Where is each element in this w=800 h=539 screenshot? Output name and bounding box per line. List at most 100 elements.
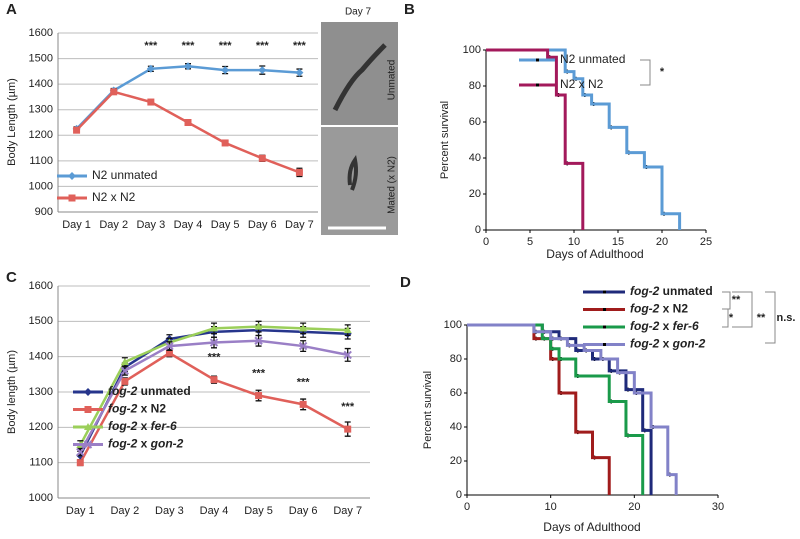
y-tick-label: 100 <box>463 44 481 56</box>
marker <box>68 172 76 180</box>
marker <box>76 447 85 457</box>
x-tick-label: 20 <box>656 236 668 248</box>
panel-label: A <box>6 1 17 18</box>
marker <box>258 66 267 75</box>
legend-label: N2 unmated <box>92 168 157 182</box>
marker <box>76 459 84 467</box>
panel-label: C <box>6 269 17 286</box>
y-tick-label: 1600 <box>29 280 53 292</box>
bracket <box>640 59 651 86</box>
marker <box>221 66 230 75</box>
y-tick-label: 20 <box>450 455 462 467</box>
annotation: n.s. <box>777 312 796 324</box>
legend-label: N2 x N2 <box>92 190 136 204</box>
x-tick-label: Day 4 <box>174 219 203 231</box>
y-tick-label: 0 <box>475 224 481 236</box>
legend-label: N2 x N2 <box>560 77 604 91</box>
annotation: *** <box>144 40 158 52</box>
x-tick-label: Day 5 <box>211 219 240 231</box>
x-tick-label: 0 <box>464 501 470 513</box>
survival-curve <box>467 323 678 495</box>
marker <box>343 326 352 334</box>
y-tick-label: 20 <box>469 188 481 200</box>
y-tick-label: 1000 <box>29 492 53 504</box>
marker <box>165 341 174 351</box>
annotation: * <box>729 312 734 324</box>
marker <box>120 366 130 376</box>
bracket <box>722 308 729 328</box>
x-tick-label: Day 3 <box>155 505 184 517</box>
bracket <box>765 291 776 344</box>
annotation: *** <box>252 367 266 379</box>
x-tick-label: Day 5 <box>244 505 273 517</box>
y-tick-label: 40 <box>469 152 481 164</box>
image-label: Day 7 <box>345 7 372 18</box>
x-axis-title: Days of Adulthood <box>546 247 643 261</box>
annotation: *** <box>341 401 355 413</box>
legend-dot <box>603 308 606 311</box>
marker <box>221 139 229 147</box>
x-tick-label: Day 7 <box>333 505 362 517</box>
worm <box>347 155 358 191</box>
annotation: *** <box>182 40 196 52</box>
legend-label: fog-2 x N2 <box>630 302 688 316</box>
x-axis-title: Days of Adulthood <box>543 520 640 534</box>
marker <box>299 400 307 408</box>
y-tick-label: 900 <box>35 206 53 218</box>
marker <box>298 341 308 351</box>
marker <box>84 406 92 413</box>
survival-curve <box>467 323 653 495</box>
panel-label: D <box>400 274 411 291</box>
legend-label: fog-2 x fer-6 <box>108 419 177 433</box>
y-tick-label: 0 <box>456 489 462 501</box>
worm <box>332 43 387 112</box>
annotation: *** <box>208 352 222 364</box>
bracket <box>722 291 731 310</box>
x-tick-label: 10 <box>545 501 557 513</box>
x-tick-label: Day 2 <box>110 505 139 517</box>
marker <box>184 62 192 71</box>
y-tick-label: 60 <box>450 387 462 399</box>
marker <box>184 119 192 126</box>
y-axis-title: Body Length (µm) <box>6 78 18 166</box>
x-tick-label: Day 1 <box>66 505 95 517</box>
x-tick-label: Day 3 <box>136 219 165 231</box>
legend-dot <box>603 325 606 329</box>
x-tick-label: 20 <box>628 501 640 513</box>
y-axis-title: Percent survival <box>422 371 434 449</box>
legend-dot <box>536 58 539 62</box>
legend-dot <box>603 343 606 346</box>
survival-curve <box>486 48 585 230</box>
y-tick-label: 1400 <box>29 78 53 90</box>
image-label: Unmated <box>387 60 398 101</box>
legend-label: fog-2 x gon-2 <box>630 337 706 351</box>
annotation: *** <box>297 376 311 388</box>
series-line <box>75 90 300 174</box>
annotation: *** <box>293 40 307 52</box>
annotation: * <box>660 66 665 78</box>
y-tick-label: 1500 <box>29 52 53 64</box>
y-tick-label: 100 <box>444 319 462 331</box>
marker <box>258 154 266 162</box>
marker <box>209 338 219 347</box>
x-tick-label: Day 6 <box>289 505 318 517</box>
y-tick-label: 1300 <box>29 386 53 398</box>
bracket <box>732 291 753 328</box>
marker <box>295 168 303 176</box>
y-tick-label: 1200 <box>29 129 53 141</box>
y-tick-label: 1500 <box>29 315 53 327</box>
legend-label: N2 unmated <box>560 52 625 66</box>
y-tick-label: 1600 <box>29 27 53 39</box>
marker <box>84 388 92 396</box>
image-label: Mated (x N2) <box>387 156 398 214</box>
survival-curve <box>486 48 682 230</box>
y-tick-label: 80 <box>450 353 462 365</box>
annotation: *** <box>256 40 270 52</box>
y-tick-label: 1000 <box>29 180 53 192</box>
survival-curve <box>467 323 645 495</box>
y-tick-label: 1400 <box>29 351 53 363</box>
legend-dot <box>603 290 606 294</box>
marker <box>68 194 76 202</box>
y-axis-title: Percent survival <box>439 101 451 179</box>
